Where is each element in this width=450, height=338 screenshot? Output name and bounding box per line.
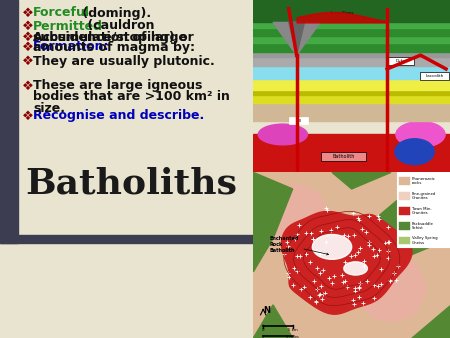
Polygon shape <box>253 305 292 338</box>
Text: N: N <box>263 306 270 315</box>
Polygon shape <box>253 172 292 272</box>
Text: ❖: ❖ <box>22 79 34 93</box>
Text: ❖: ❖ <box>22 20 34 32</box>
Bar <box>253 66 450 79</box>
Text: Fine-grained
Granites: Fine-grained Granites <box>412 192 436 200</box>
Text: Forceful: Forceful <box>33 6 90 20</box>
Text: (doming).: (doming). <box>78 6 151 20</box>
Bar <box>399 192 410 200</box>
Text: Lava Flows: Lava Flows <box>331 11 353 15</box>
FancyBboxPatch shape <box>388 57 414 65</box>
Bar <box>399 237 410 244</box>
FancyBboxPatch shape <box>321 152 366 161</box>
Text: 5 km: 5 km <box>288 328 297 332</box>
Bar <box>253 22 450 28</box>
Text: 0: 0 <box>262 335 264 338</box>
Text: These are large igneous: These are large igneous <box>33 79 202 93</box>
Bar <box>253 43 450 52</box>
Text: ❖: ❖ <box>22 30 34 44</box>
Text: Batholith: Batholith <box>333 154 355 159</box>
Bar <box>253 90 450 95</box>
Bar <box>253 36 450 43</box>
Bar <box>253 52 450 57</box>
Text: Dyke: Dyke <box>396 59 406 63</box>
Text: bodies that are >100 km² in: bodies that are >100 km² in <box>33 91 230 103</box>
Bar <box>289 117 308 124</box>
Text: Recognise and describe.: Recognise and describe. <box>33 110 204 122</box>
Text: ❖: ❖ <box>22 110 34 122</box>
Bar <box>0 0 18 243</box>
Ellipse shape <box>344 262 367 275</box>
Text: Batholiths: Batholiths <box>25 166 237 200</box>
Text: 5 miles: 5 miles <box>286 335 299 338</box>
Bar <box>253 57 450 66</box>
Text: They are usually plutonic.: They are usually plutonic. <box>33 54 215 68</box>
Bar <box>253 135 450 172</box>
Polygon shape <box>273 22 320 55</box>
Text: Valley Spring
Gneiss: Valley Spring Gneiss <box>412 237 437 245</box>
Polygon shape <box>281 212 412 314</box>
Text: ❖: ❖ <box>22 6 34 20</box>
Text: subsidence/stoping) or: subsidence/stoping) or <box>33 30 194 44</box>
Bar <box>0 235 260 243</box>
Ellipse shape <box>258 185 327 243</box>
Bar <box>399 207 410 215</box>
Text: Laccolith: Laccolith <box>425 74 443 78</box>
Polygon shape <box>371 189 450 255</box>
FancyBboxPatch shape <box>419 72 449 80</box>
Ellipse shape <box>356 255 425 321</box>
Text: Accumulation of large: Accumulation of large <box>33 30 187 44</box>
Ellipse shape <box>258 124 307 145</box>
Text: Permitted: Permitted <box>33 20 103 32</box>
Text: Formation:: Formation: <box>33 41 109 53</box>
Bar <box>397 172 450 247</box>
Text: 0: 0 <box>262 328 265 332</box>
Polygon shape <box>411 305 450 338</box>
Ellipse shape <box>395 139 434 165</box>
Ellipse shape <box>396 122 445 147</box>
Bar <box>399 177 410 185</box>
Bar <box>253 95 450 103</box>
Text: ❖: ❖ <box>22 41 34 53</box>
Bar <box>253 79 450 90</box>
Bar <box>253 28 450 36</box>
Text: Sill: Sill <box>296 119 302 123</box>
Text: amounts of magma by:: amounts of magma by: <box>33 42 195 54</box>
Polygon shape <box>289 22 305 55</box>
Bar <box>399 222 410 230</box>
Text: Enchanted
Rock
Batholith: Enchanted Rock Batholith <box>269 236 328 255</box>
Polygon shape <box>332 172 391 189</box>
Text: Packsaddle
Schist: Packsaddle Schist <box>412 222 433 230</box>
Ellipse shape <box>312 235 352 259</box>
Text: ❖: ❖ <box>22 54 34 68</box>
Bar <box>253 103 450 121</box>
Text: (cauldron: (cauldron <box>83 20 155 32</box>
Text: Town Mtn.
Granites: Town Mtn. Granites <box>412 207 432 215</box>
Text: size.: size. <box>33 101 65 115</box>
Text: Phanerozoic
rocks: Phanerozoic rocks <box>412 177 436 185</box>
Bar <box>253 0 450 22</box>
